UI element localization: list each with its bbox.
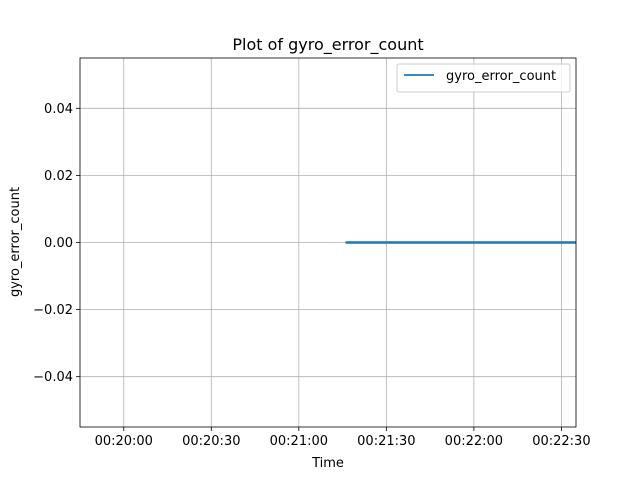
y-tick-label: 0.02 [44, 169, 73, 184]
legend-label: gyro_error_count [446, 69, 556, 84]
chart-title: Plot of gyro_error_count [232, 35, 423, 55]
y-tick-label: −0.02 [33, 303, 73, 318]
grid [80, 58, 576, 427]
x-tick-label: 00:20:00 [95, 434, 153, 449]
x-tick-label: 00:20:30 [182, 434, 240, 449]
legend-box [396, 63, 571, 93]
x-tick-label: 00:22:00 [445, 434, 503, 449]
y-tick-label: 0.00 [44, 236, 73, 251]
x-tick-label: 00:21:30 [357, 434, 415, 449]
y-axis-label: gyro_error_count [8, 187, 23, 297]
x-tick-label: 00:21:00 [270, 434, 328, 449]
y-axis: 0.04 0.02 0.00 −0.02 −0.04 [33, 102, 80, 385]
x-axis: 00:20:00 00:20:30 00:21:00 00:21:30 00:22:00… [95, 427, 591, 449]
y-tick-label: 0.04 [44, 102, 73, 117]
x-tick-label: 00:22:30 [532, 434, 590, 449]
legend: gyro_error_count [396, 63, 571, 93]
x-axis-label: Time [311, 456, 344, 471]
y-tick-label: −0.04 [33, 370, 73, 385]
